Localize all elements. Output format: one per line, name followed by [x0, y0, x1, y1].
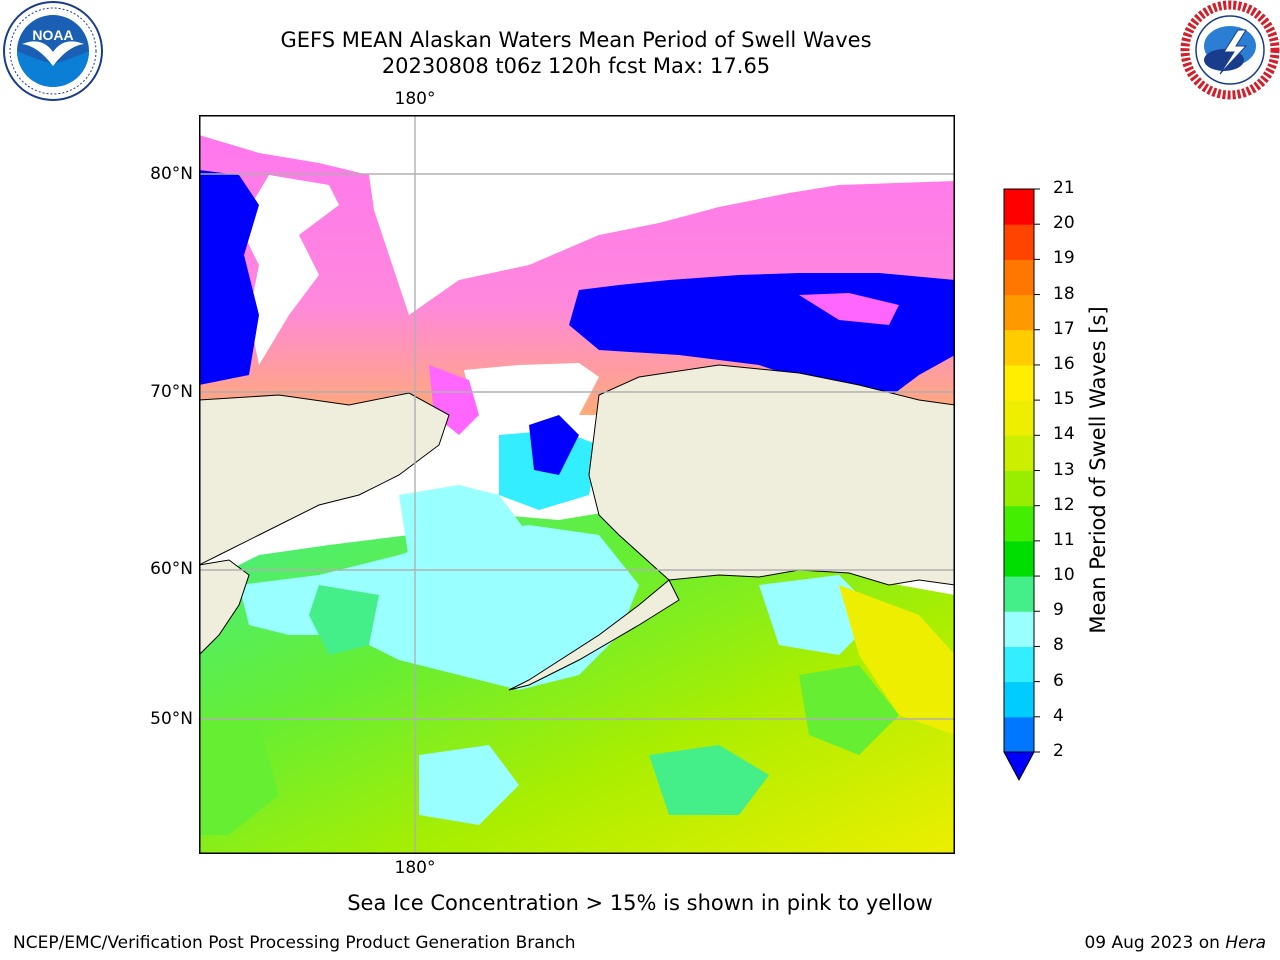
colorbar-segment: [1004, 364, 1034, 401]
colorbar-tick-label: 17: [1053, 318, 1075, 339]
footer-machine: Hera: [1225, 933, 1266, 953]
lat-label-80n: 80°N: [150, 164, 193, 184]
colorbar-segment: [1004, 470, 1034, 507]
map-subtitle: 20230808 t06z 120h fcst Max: 17.65: [381, 54, 771, 78]
low-period-region: [199, 170, 259, 385]
colorbar-tick-label: 15: [1053, 389, 1075, 410]
nws-logo: [1180, 0, 1280, 100]
colorbar-tick-label: 12: [1053, 494, 1075, 515]
colorbar-segment: [1004, 611, 1034, 647]
bering-sea-swell: [239, 525, 639, 690]
colorbar-segment: [1004, 259, 1034, 296]
footer-branch: NCEP/EMC/Verification Post Processing Pr…: [13, 933, 576, 953]
colorbar-segment: [1004, 189, 1034, 225]
colorbar-segment: [1004, 505, 1034, 542]
noaa-logo-text: NOAA: [32, 27, 73, 43]
colorbar-segment: [1004, 716, 1034, 753]
colorbar-tick-label: 8: [1053, 635, 1064, 656]
noaa-logo: NOAA: [3, 1, 103, 101]
colorbar-tick-label: 13: [1053, 459, 1075, 480]
colorbar-segment: [1004, 540, 1034, 577]
colorbar-tick-label: 9: [1053, 600, 1064, 621]
colorbar-tick-label: 2: [1053, 741, 1064, 761]
colorbar: [1003, 188, 1040, 782]
colorbar-tick-label: 14: [1053, 424, 1075, 445]
lat-label-50n: 50°N: [150, 709, 193, 729]
lon-label-top: 180°: [394, 89, 436, 109]
map-title: GEFS MEAN Alaskan Waters Mean Period of …: [280, 28, 872, 52]
colorbar-tick-label: 18: [1053, 283, 1075, 304]
graticule: [199, 115, 955, 854]
colorbar-tick-label: 6: [1053, 670, 1064, 691]
colorbar-tick-label: 10: [1053, 565, 1075, 586]
colorbar-extend-arrow: [1003, 751, 1035, 782]
colorbar-segment: [1004, 400, 1034, 436]
sea-ice-note: Sea Ice Concentration > 15% is shown in …: [347, 891, 933, 915]
colorbar-tick-label: 19: [1053, 248, 1075, 269]
colorbar-tick-label: 4: [1053, 705, 1064, 726]
lat-label-70n: 70°N: [150, 382, 193, 402]
footer-date: 09 Aug 2023 on Hera: [1084, 933, 1266, 953]
alaska-land: [588, 364, 955, 586]
colorbar-tick-label: 21: [1053, 178, 1075, 198]
colorbar-segment: [1004, 329, 1034, 366]
colorbar-segment: [1004, 435, 1034, 471]
siberia-land: [199, 392, 450, 566]
colorbar-segment: [1004, 646, 1034, 683]
map-panel: [199, 115, 955, 854]
colorbar-segment: [1004, 294, 1034, 331]
colorbar-segment: [1004, 681, 1034, 718]
colorbar-tick-label: 16: [1053, 353, 1075, 374]
colorbar-segment: [1004, 224, 1034, 260]
footer-date-text: 09 Aug 2023 on: [1084, 933, 1226, 953]
map-frame: [199, 115, 955, 854]
lat-label-60n: 60°N: [150, 559, 193, 579]
lon-label-bottom: 180°: [394, 858, 436, 878]
colorbar-tick-label: 20: [1053, 213, 1075, 234]
colorbar-tick-label: 11: [1053, 529, 1075, 550]
colorbar-label: Mean Period of Swell Waves [s]: [1086, 306, 1110, 634]
colorbar-segment: [1004, 576, 1034, 612]
